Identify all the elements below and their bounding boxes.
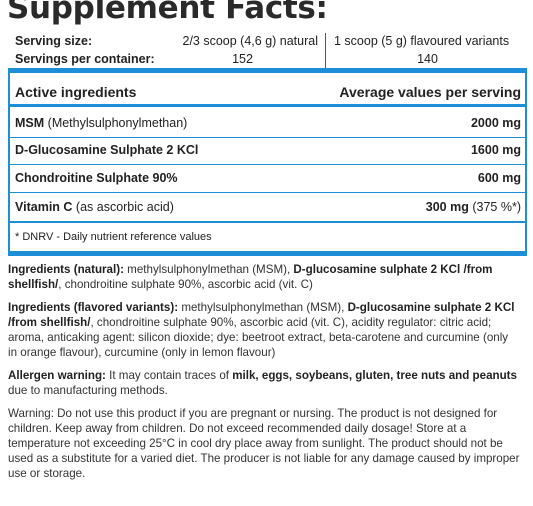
amount: 2000 mg bbox=[470, 116, 521, 130]
amount: 600 mg bbox=[477, 171, 521, 185]
title: Supplement Facts: bbox=[7, 0, 328, 26]
amount: 300 mg bbox=[425, 200, 469, 214]
row-rule bbox=[8, 221, 527, 223]
text-run: milk, eggs, soybeans, gluten, tree nuts … bbox=[232, 369, 517, 382]
serving-flavoured: 1 scoop (5 g) flavoured variants bbox=[334, 34, 510, 48]
text-run: Ingredients (natural): bbox=[8, 263, 124, 276]
rule bbox=[8, 68, 527, 73]
divider bbox=[325, 33, 326, 68]
ingredient-name: Vitamin C (as ascorbic acid) bbox=[15, 200, 174, 214]
name: Chondroitine Sulphate 90% bbox=[15, 171, 178, 185]
ingredient-amount: 600 mg bbox=[478, 171, 521, 185]
amount: 1600 mg bbox=[470, 143, 521, 157]
row-rule bbox=[8, 164, 527, 165]
text-run: , chondroitine sulphate 90%, ascorbic ac… bbox=[8, 316, 509, 359]
border bbox=[8, 68, 10, 256]
text-run: , chondroitine sulphate 90%, ascorbic ac… bbox=[58, 278, 313, 291]
text-run: It may contain traces of bbox=[105, 369, 233, 382]
text-run: methylsulphonylmethan (MSM), bbox=[123, 263, 294, 276]
note: (Methylsulphonylmethan) bbox=[47, 116, 188, 130]
note: (as ascorbic acid) bbox=[75, 200, 174, 214]
row-rule bbox=[8, 192, 527, 193]
text-run: D-glucosamine sulphate 2 KCl /from shell… bbox=[8, 301, 515, 329]
serving-natural: 2/3 scoop (4,6 g) natural bbox=[182, 34, 319, 48]
paragraph: Ingredients (flavored variants): methyls… bbox=[8, 300, 520, 360]
servings-flavoured: 140 bbox=[417, 52, 438, 66]
name: D-Glucosamine Sulphate 2 KCl bbox=[15, 143, 199, 157]
ingredient-name: D-Glucosamine Sulphate 2 KCl bbox=[15, 143, 198, 157]
serving-label: Serving size: bbox=[15, 34, 93, 48]
ingredient-amount: 2000 mg bbox=[471, 116, 521, 130]
servings-label: Servings per container: bbox=[15, 52, 155, 66]
header-values: Average values per serving bbox=[339, 84, 521, 100]
name: MSM bbox=[15, 116, 45, 130]
ingredient-amount: 300 mg (375 %*) bbox=[426, 200, 521, 214]
ingredient-amount: 1600 mg bbox=[471, 143, 521, 157]
text-run: Warning: Do not use this product if you … bbox=[8, 407, 520, 480]
rule bbox=[8, 251, 527, 256]
text-body: Ingredients (natural): methylsulphonylme… bbox=[8, 262, 520, 489]
extra: (375 %*) bbox=[472, 200, 521, 214]
paragraph: Ingredients (natural): methylsulphonylme… bbox=[8, 262, 520, 292]
border bbox=[525, 68, 527, 256]
name: Vitamin C bbox=[15, 200, 73, 214]
text-run: Allergen warning: bbox=[8, 369, 106, 382]
row-rule bbox=[8, 137, 527, 138]
text-run: due to manufacturing methods. bbox=[8, 384, 168, 397]
footnote: * DNRV - Daily nutrient reference values bbox=[15, 231, 212, 243]
text-run: methylsulphonylmethan (MSM), bbox=[178, 301, 348, 314]
ingredient-name: Chondroitine Sulphate 90% bbox=[15, 171, 178, 185]
servings-natural: 152 bbox=[232, 52, 253, 66]
paragraph: Warning: Do not use this product if you … bbox=[8, 406, 520, 481]
paragraph: Allergen warning: It may contain traces … bbox=[8, 368, 520, 398]
ingredient-name: MSM (Methylsulphonylmethan) bbox=[15, 116, 187, 130]
rule bbox=[8, 104, 527, 107]
header-ingredients: Active ingredients bbox=[15, 84, 137, 100]
text-run: D-glucosamine sulphate 2 KCl /from shell… bbox=[8, 263, 493, 291]
text-run: Ingredients (flavored variants): bbox=[8, 301, 179, 314]
